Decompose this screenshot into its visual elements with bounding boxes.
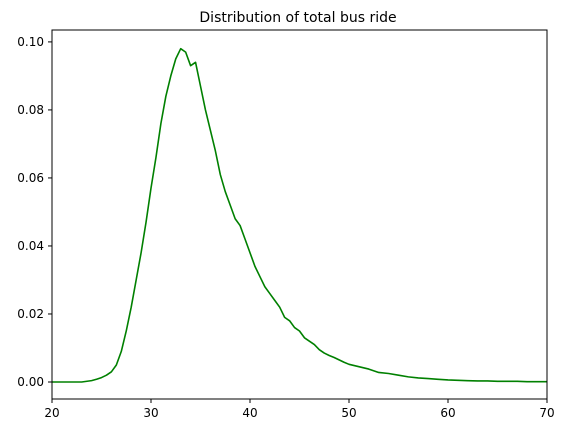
x-tick-label: 70	[539, 406, 554, 420]
plot-frame	[51, 29, 548, 400]
y-tick-label: 0.08	[17, 103, 44, 117]
x-tick-label: 40	[242, 406, 257, 420]
series-line	[52, 47, 547, 383]
x-tick-label: 50	[341, 406, 356, 420]
chart-title: Distribution of total bus ride	[199, 10, 396, 26]
y-tick-label: 0.10	[17, 35, 44, 49]
y-tick-label: 0.04	[17, 239, 44, 253]
x-tick-label: 20	[44, 406, 59, 420]
y-tick-label: 0.02	[17, 307, 44, 321]
y-tick-label: 0.06	[17, 171, 44, 185]
y-tick-label: 0.00	[17, 375, 44, 389]
x-tick-label: 60	[440, 406, 455, 420]
x-tick-label: 30	[143, 406, 158, 420]
axis-ticks: 20 30 40 50 60 70 0.00 0.02 0.04 0.06 0.08 0.10	[17, 35, 554, 420]
